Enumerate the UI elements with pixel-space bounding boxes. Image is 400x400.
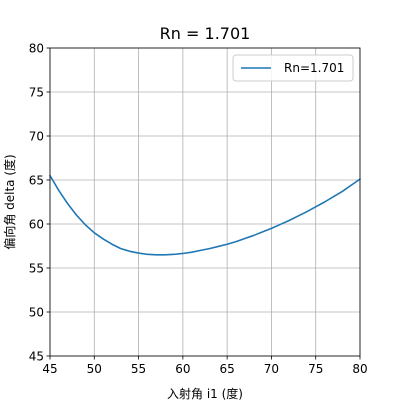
plot-frame: [49, 47, 361, 357]
y-tick-label: 75: [29, 86, 44, 100]
y-tick-label: 55: [29, 262, 44, 276]
x-tick-label: 50: [87, 362, 102, 376]
legend-label: Rn=1.701: [284, 61, 344, 75]
series-line: [49, 174, 361, 256]
ticks: 45 50 55 60 65 70 75 80 45 50 55 60 65 70 75 80: [29, 42, 368, 377]
y-axis-label: 偏向角 delta (度): [2, 154, 17, 249]
y-tick-label: 65: [29, 174, 44, 188]
x-tick-label: 75: [308, 362, 323, 376]
y-tick-label: 60: [29, 218, 44, 232]
x-tick-label: 80: [352, 362, 367, 376]
legend-box: [232, 54, 354, 82]
legend: Rn=1.701: [232, 54, 354, 82]
x-tick-label: 55: [131, 362, 146, 376]
x-axis-label: 入射角 i1 (度): [167, 386, 243, 400]
plot-lines: [49, 174, 361, 256]
y-tick-label: 80: [29, 42, 44, 56]
y-tick-label: 50: [29, 306, 44, 320]
y-tick-label: 70: [29, 130, 44, 144]
chart-title: Rn = 1.701: [160, 24, 251, 43]
y-tick-label: 45: [29, 350, 44, 364]
x-tick-label: 65: [220, 362, 235, 376]
x-tick-label: 45: [42, 362, 57, 376]
x-tick-label: 60: [175, 362, 190, 376]
x-tick-label: 70: [264, 362, 279, 376]
